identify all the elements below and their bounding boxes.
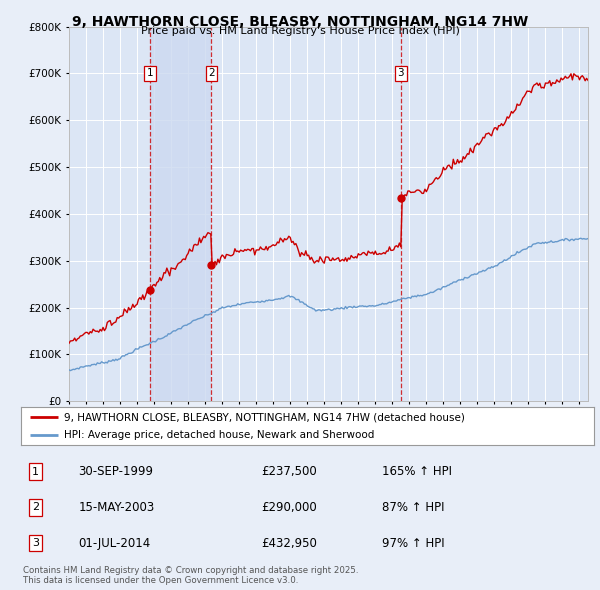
- Text: 2: 2: [32, 503, 39, 512]
- Text: 165% ↑ HPI: 165% ↑ HPI: [382, 465, 452, 478]
- Text: £237,500: £237,500: [262, 465, 317, 478]
- Text: 01-JUL-2014: 01-JUL-2014: [79, 537, 151, 550]
- Text: Price paid vs. HM Land Registry's House Price Index (HPI): Price paid vs. HM Land Registry's House …: [140, 26, 460, 36]
- Bar: [150, 27, 211, 401]
- Text: 3: 3: [32, 538, 39, 548]
- Text: 1: 1: [146, 68, 153, 78]
- Text: 15-MAY-2003: 15-MAY-2003: [79, 501, 155, 514]
- Text: 3: 3: [398, 68, 404, 78]
- Text: £290,000: £290,000: [262, 501, 317, 514]
- Text: 87% ↑ HPI: 87% ↑ HPI: [382, 501, 445, 514]
- Text: 97% ↑ HPI: 97% ↑ HPI: [382, 537, 445, 550]
- Text: 30-SEP-1999: 30-SEP-1999: [79, 465, 154, 478]
- Text: 9, HAWTHORN CLOSE, BLEASBY, NOTTINGHAM, NG14 7HW (detached house): 9, HAWTHORN CLOSE, BLEASBY, NOTTINGHAM, …: [64, 412, 465, 422]
- Text: £432,950: £432,950: [262, 537, 317, 550]
- Text: 1: 1: [32, 467, 39, 477]
- Text: 2: 2: [208, 68, 215, 78]
- Text: 9, HAWTHORN CLOSE, BLEASBY, NOTTINGHAM, NG14 7HW: 9, HAWTHORN CLOSE, BLEASBY, NOTTINGHAM, …: [72, 15, 528, 29]
- Text: Contains HM Land Registry data © Crown copyright and database right 2025.
This d: Contains HM Land Registry data © Crown c…: [23, 566, 358, 585]
- Text: HPI: Average price, detached house, Newark and Sherwood: HPI: Average price, detached house, Newa…: [64, 430, 374, 440]
